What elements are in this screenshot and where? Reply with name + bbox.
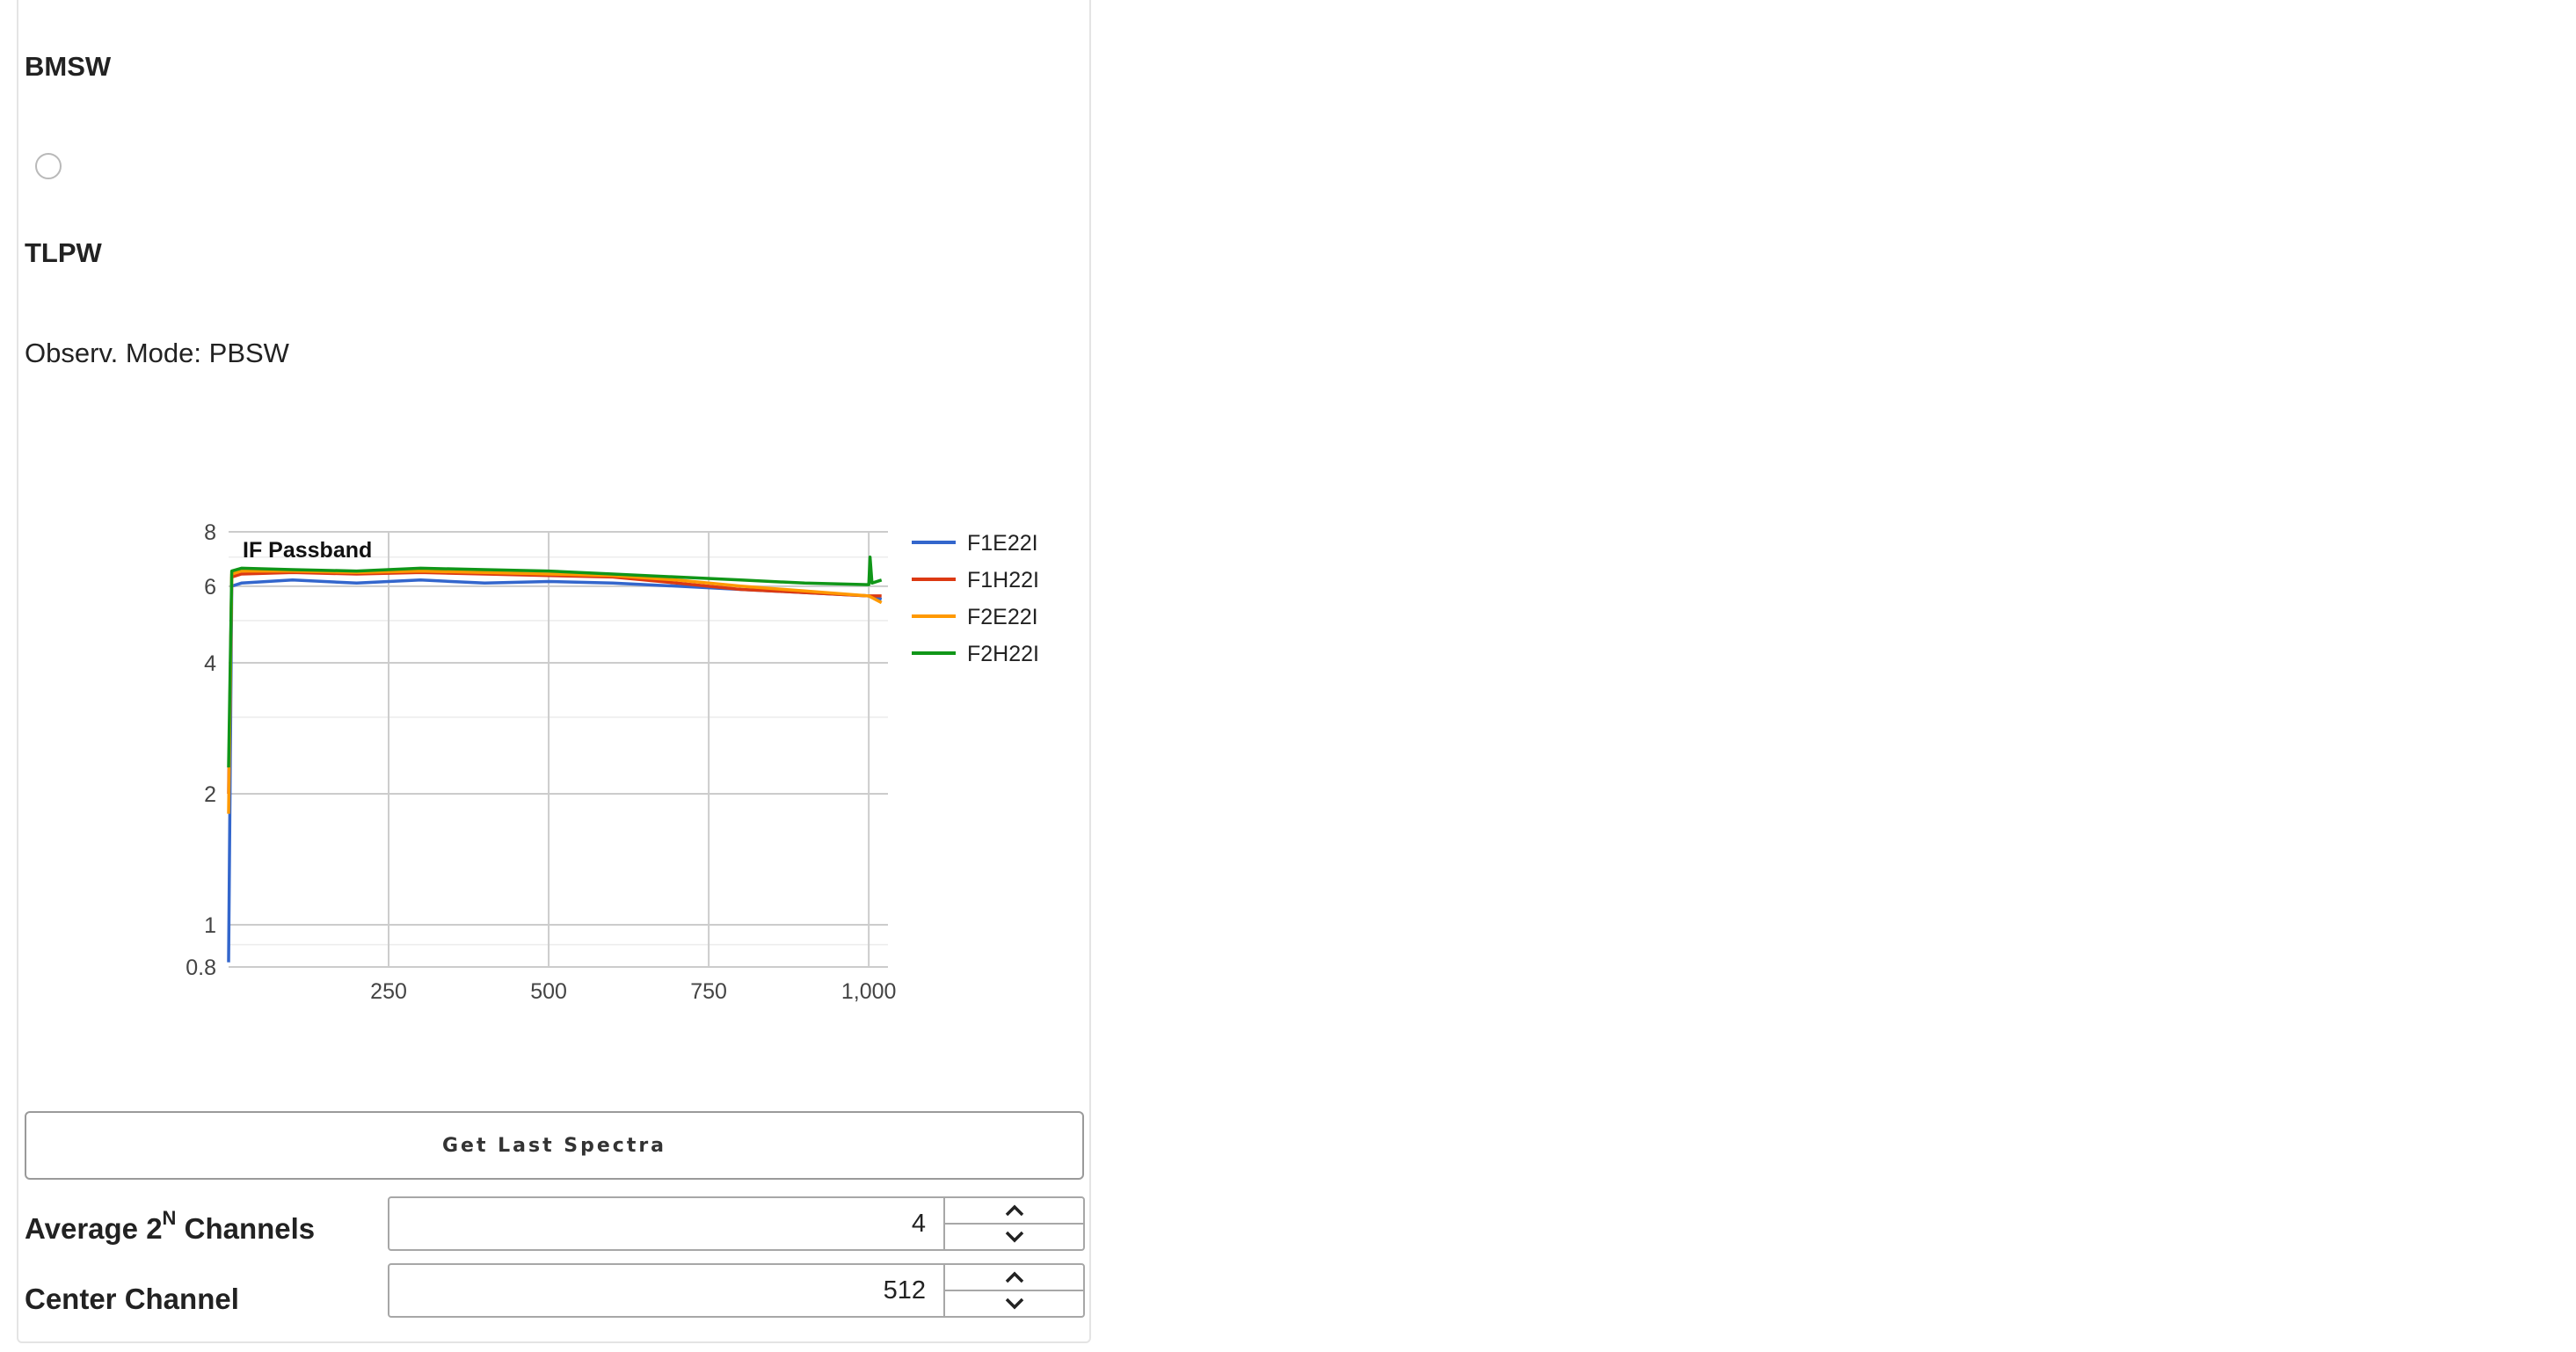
get-last-spectra-button[interactable]: Get Last Spectra bbox=[25, 1111, 1084, 1180]
legend-label: F1E22I bbox=[967, 531, 1038, 556]
center-channel-input[interactable] bbox=[389, 1265, 943, 1316]
center-channel-stepper bbox=[388, 1263, 1085, 1318]
observation-mode-value: PBSW bbox=[208, 338, 289, 368]
average-channels-label: Average 2N Channels bbox=[25, 1207, 316, 1246]
tlpw-radio[interactable] bbox=[35, 153, 62, 179]
y-tick-label: 2 bbox=[204, 782, 216, 807]
chart-axis-labels: 0.8 1 2 4 6 8 250 500 750 1,000 bbox=[186, 520, 896, 1004]
legend-label: F2H22I bbox=[967, 642, 1039, 666]
average-channels-arrows bbox=[943, 1198, 1083, 1249]
center-channel-label: Center Channel bbox=[25, 1283, 239, 1315]
average-label-suffix: Channels bbox=[176, 1212, 316, 1245]
y-tick-label: 8 bbox=[204, 520, 216, 545]
chevron-down-icon bbox=[1005, 1231, 1023, 1243]
center-channel-increment[interactable] bbox=[945, 1265, 1083, 1290]
average-label-prefix: Average 2 bbox=[25, 1212, 163, 1245]
chart-grid bbox=[229, 531, 888, 968]
average-channels-decrement[interactable] bbox=[945, 1223, 1083, 1249]
series-line-f1h22i bbox=[227, 571, 882, 795]
chart-series bbox=[227, 555, 883, 963]
if-passband-chart: 0.8 1 2 4 6 8 250 500 750 1,000 IF Passband F1E22… bbox=[186, 520, 1039, 1004]
chevron-up-icon bbox=[1005, 1204, 1023, 1217]
legend-label: F1H22I bbox=[967, 568, 1039, 592]
y-tick-label: 4 bbox=[204, 651, 216, 676]
center-channel-arrows bbox=[943, 1265, 1083, 1316]
average-channels-input[interactable] bbox=[389, 1198, 943, 1249]
tlpw-option-label: TLPW bbox=[25, 237, 102, 268]
x-tick-label: 1,000 bbox=[841, 979, 897, 1004]
x-tick-label: 500 bbox=[530, 979, 567, 1004]
y-tick-label: 6 bbox=[204, 575, 216, 600]
x-tick-label: 750 bbox=[690, 979, 727, 1004]
x-tick-label: 250 bbox=[370, 979, 407, 1004]
bmsw-option-label: BMSW bbox=[25, 51, 112, 82]
series-line-f2h22i bbox=[227, 555, 883, 768]
observation-mode-label: Observ. Mode: bbox=[25, 338, 202, 368]
average-label-exponent: N bbox=[162, 1207, 177, 1229]
average-channels-stepper bbox=[388, 1196, 1085, 1251]
chart-legend: F1E22I F1H22I F2E22I F2H22I bbox=[912, 531, 1039, 666]
chevron-down-icon bbox=[1005, 1297, 1023, 1310]
chevron-up-icon bbox=[1005, 1271, 1023, 1283]
y-tick-label: 0.8 bbox=[186, 956, 216, 980]
observation-mode: Observ. Mode: PBSW bbox=[25, 338, 289, 369]
legend-label: F2E22I bbox=[967, 605, 1038, 629]
average-channels-increment[interactable] bbox=[945, 1198, 1083, 1223]
center-channel-decrement[interactable] bbox=[945, 1290, 1083, 1316]
y-tick-label: 1 bbox=[204, 913, 216, 938]
series-line-f2e22i bbox=[227, 569, 883, 814]
chart-title: IF Passband bbox=[243, 538, 372, 563]
series-line-f1e22i bbox=[227, 578, 883, 963]
